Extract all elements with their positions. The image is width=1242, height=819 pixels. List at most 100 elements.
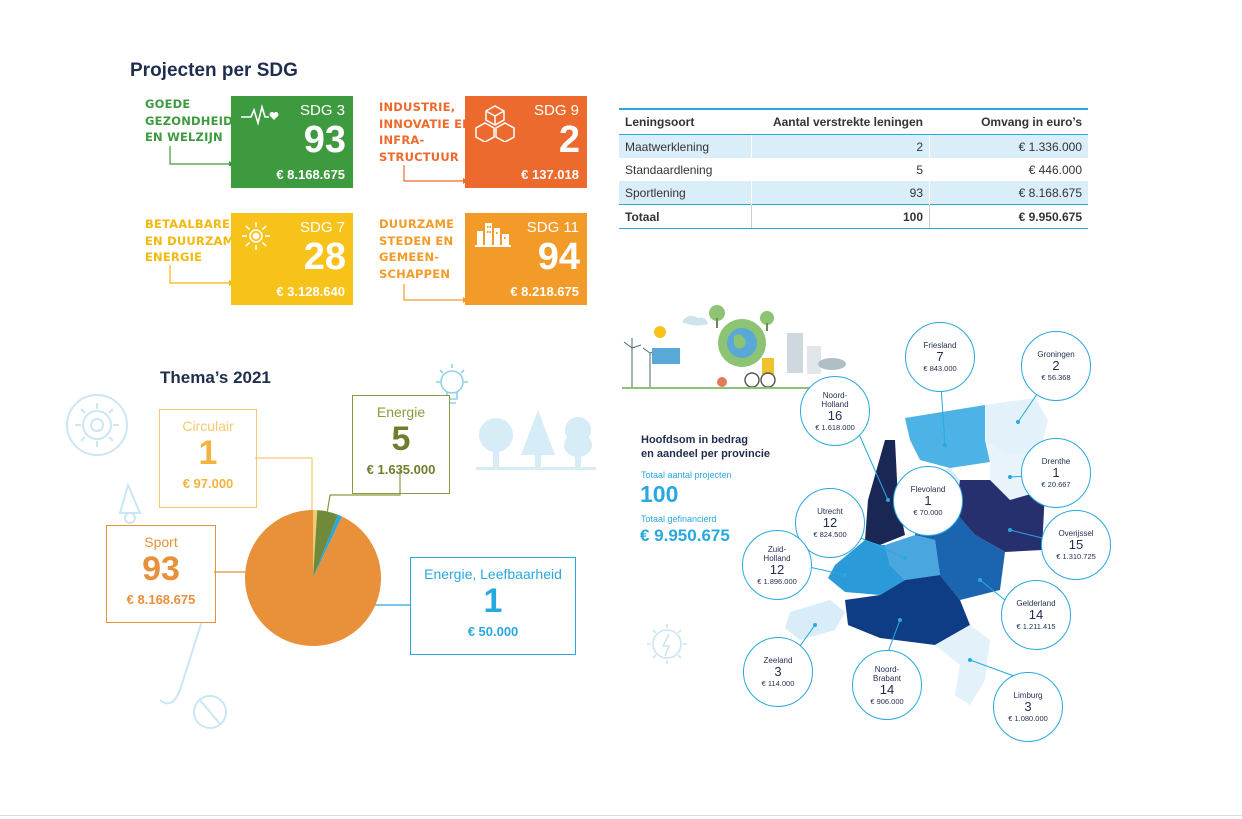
trees-icon <box>476 410 596 470</box>
province-count: 3 <box>1024 699 1032 714</box>
sdg9-label-line: STRUCTUUR <box>379 149 459 164</box>
theme-amount: € 8.168.675 <box>126 592 196 607</box>
sdg7-label-line: EN DUURZAME <box>145 233 243 248</box>
theme-amount: € 97.000 <box>182 476 234 491</box>
province-count: 3 <box>774 664 782 679</box>
province-amount: € 1.618.000 <box>815 422 855 432</box>
theme-sport-card: Sport 93 € 8.168.675 <box>106 525 216 623</box>
province-name: Zuid- Holland <box>763 544 791 563</box>
theme-label: Energie <box>376 404 426 420</box>
province-name: Flevoland <box>910 485 946 494</box>
province-bubble-noord-brabant: Noord- Brabant 14 € 906.000 <box>852 650 922 720</box>
pie-slice-energie <box>313 510 339 578</box>
sdg9-label-line: INNOVATIE EN <box>379 116 472 131</box>
province-count: 1 <box>1052 465 1060 480</box>
province-amount: € 906.000 <box>870 696 904 706</box>
table-cell: Standaardlening <box>625 162 713 177</box>
table-cell: Sportlening <box>619 181 752 205</box>
province-amount: € 824.500 <box>813 530 847 539</box>
table-header: Omvang in euro’s <box>929 108 1088 135</box>
province-count: 12 <box>822 515 838 530</box>
province-noord-brabant <box>845 575 970 645</box>
themes-title: Thema’s 2021 <box>160 368 271 387</box>
province-overijssel <box>955 480 1045 552</box>
table-row: Maatwerklening 2 € 1.336.000 <box>619 134 1088 158</box>
sustainability-illustration <box>622 305 852 389</box>
province-name: Friesland <box>923 341 957 350</box>
table-header-row: Leningsoort Aantal verstrekte leningen O… <box>619 108 1088 135</box>
sdg11-count: 94 <box>537 236 580 278</box>
province-utrecht <box>885 535 940 580</box>
footer-divider <box>0 815 1242 816</box>
sdg11-card: SDG 11 94 € 8.218.675 <box>465 213 587 305</box>
sun-icon <box>242 222 270 250</box>
province-count: 14 <box>879 681 895 697</box>
province-name: Groningen <box>1037 350 1075 359</box>
table-cell: € 8.168.675 <box>929 181 1088 205</box>
province-limburg <box>935 625 990 705</box>
loans-table: Leningsoort Aantal verstrekte leningen O… <box>619 108 1088 229</box>
province-bubble-gelderland: Gelderland 14 € 1.211.415 <box>1001 580 1071 650</box>
theme-label: Circulair <box>182 418 234 434</box>
province-name: Utrecht <box>817 507 843 516</box>
sdg7-code: SDG 7 <box>299 219 345 236</box>
sdg3-amount: € 8.168.675 <box>276 167 345 182</box>
sdg3-label-line: GOEDE <box>145 97 191 111</box>
province-count: 16 <box>827 407 843 423</box>
province-count: 12 <box>769 561 785 577</box>
table-cell: € 1.336.000 <box>929 134 1088 158</box>
sdg7-label: BETAALBARE EN DUURZAME ENERGIE <box>145 216 242 266</box>
sdg11-label-line: STEDEN EN <box>379 233 454 248</box>
theme-circulair-card: Circulair 1 € 97.000 <box>159 409 257 508</box>
sdg7-label-line: BETAALBARE <box>145 217 231 231</box>
sdg7-label-line: ENERGIE <box>145 250 203 264</box>
province-amount: € 56.368 <box>1041 373 1071 382</box>
province-bubble-noord-holland: Noord- Holland 16 € 1.618.000 <box>800 376 870 446</box>
province-bubble-friesland: Friesland 7 € 843.000 <box>905 322 975 392</box>
sdg9-amount: € 137.018 <box>521 167 579 182</box>
province-zeeland <box>785 600 845 640</box>
province-name: Overijssel <box>1058 529 1094 538</box>
theme-amount: € 1.635.000 <box>366 462 436 477</box>
province-name: Limburg <box>1013 691 1043 700</box>
sdg9-code: SDG 9 <box>533 102 579 119</box>
province-bubble-drenthe: Drenthe 1 € 20.667 <box>1021 438 1091 508</box>
sdg3-label: GOEDE GEZONDHEID EN WELZIJN <box>145 96 233 146</box>
table-cell: Totaal <box>619 204 752 229</box>
province-amount: € 1.310.725 <box>1056 552 1096 561</box>
province-amount: € 1.080.000 <box>1008 714 1048 723</box>
sdg3-count: 93 <box>303 119 346 161</box>
pie-slice-circulair <box>313 510 318 578</box>
province-bubble-limburg: Limburg 3 € 1.080.000 <box>993 672 1063 742</box>
theme-count: 1 <box>198 434 218 472</box>
sdg9-card: SDG 9 2 € 137.018 <box>465 96 587 188</box>
province-name: Drenthe <box>1041 457 1071 466</box>
province-count: 2 <box>1052 358 1060 373</box>
map-heading-line: Hoofdsom in bedrag <box>641 434 748 446</box>
province-name: Noord- Brabant <box>872 664 902 683</box>
theme-count: 5 <box>391 420 411 458</box>
sdg9-label-line: INFRA- <box>379 133 425 147</box>
table-row: Standaardlening 5 € 446.000 <box>619 158 1088 181</box>
theme-count: 93 <box>142 550 180 588</box>
province-amount: € 70.000 <box>913 508 943 517</box>
table-cell: 93 <box>751 181 930 205</box>
sdg3-label-line: GEZONDHEID <box>145 113 233 128</box>
sdg3-label-line: EN WELZIJN <box>145 130 223 144</box>
financed-value: € 9.950.675 <box>640 526 730 545</box>
gear-icon <box>66 394 128 456</box>
sdg3-code: SDG 3 <box>299 102 345 119</box>
sports-icon <box>118 482 227 729</box>
province-name: Gelderland <box>1016 599 1056 608</box>
theme-count: 1 <box>483 582 503 620</box>
province-bubble-zuid-holland: Zuid- Holland 12 € 1.896.000 <box>742 530 812 600</box>
sdg11-amount: € 8.218.675 <box>510 284 579 299</box>
theme-amount: € 50.000 <box>467 624 519 639</box>
province-amount: € 20.667 <box>1041 480 1071 489</box>
province-amount: € 1.211.415 <box>1016 622 1056 631</box>
table-cell: Maatwerklening <box>619 134 752 158</box>
power-icon <box>647 624 687 664</box>
province-amount: € 1.896.000 <box>757 576 797 586</box>
financed-label: Totaal gefinancierd <box>641 514 717 524</box>
